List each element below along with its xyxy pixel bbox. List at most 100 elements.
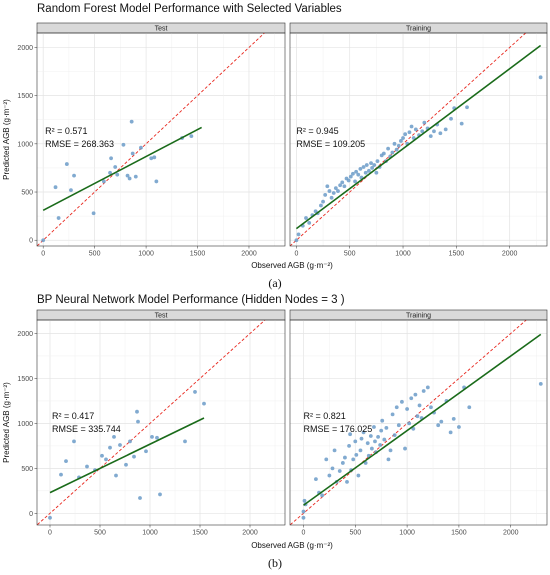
data-point xyxy=(346,178,351,183)
data-point xyxy=(382,437,387,442)
data-point xyxy=(538,75,543,80)
data-point xyxy=(329,195,334,200)
rmse-annotation: RMSE = 176.025 xyxy=(303,424,372,434)
data-point xyxy=(138,496,142,500)
data-point xyxy=(363,170,368,175)
data-point xyxy=(304,216,308,220)
r2-annotation: R² = 0.571 xyxy=(45,126,87,136)
data-point xyxy=(189,134,194,139)
data-point xyxy=(403,132,408,137)
data-point xyxy=(343,455,347,460)
data-point xyxy=(314,477,318,482)
x-tick-label: 1500 xyxy=(449,251,465,258)
data-point xyxy=(112,434,116,439)
data-point xyxy=(359,436,364,441)
data-point xyxy=(365,441,370,446)
grid xyxy=(290,320,547,525)
r2-annotation: R² = 0.945 xyxy=(296,126,338,136)
x-tick-label: 1000 xyxy=(138,251,154,258)
data-point xyxy=(109,156,113,161)
data-point xyxy=(296,232,301,237)
data-point xyxy=(150,434,154,439)
data-point xyxy=(154,179,159,184)
data-point xyxy=(378,443,383,447)
x-tick-label: 0 xyxy=(41,251,45,258)
grid xyxy=(37,33,285,246)
figure-caption: (b) xyxy=(268,556,282,570)
data-point xyxy=(364,163,369,167)
data-point xyxy=(409,396,414,401)
panel-border xyxy=(36,319,286,526)
x-tick-label: 1500 xyxy=(192,530,208,537)
data-point xyxy=(139,145,143,150)
data-point xyxy=(465,105,469,110)
x-tick-label: 1000 xyxy=(142,530,158,537)
data-point xyxy=(407,130,412,135)
data-point xyxy=(370,166,375,170)
data-point xyxy=(358,448,363,453)
data-point xyxy=(69,188,73,192)
data-point xyxy=(417,403,422,408)
fit-line xyxy=(49,417,205,494)
identity-line xyxy=(290,33,527,246)
data-point xyxy=(121,142,126,147)
data-point xyxy=(336,189,340,193)
data-point xyxy=(413,392,418,397)
data-point xyxy=(400,399,404,404)
y-tick-label: 2000 xyxy=(17,45,33,52)
data-point xyxy=(368,434,373,438)
data-point xyxy=(327,189,332,193)
data-point xyxy=(302,498,307,503)
data-point xyxy=(381,151,386,156)
y-tick-label: 1500 xyxy=(17,93,33,100)
data-point xyxy=(325,184,330,189)
data-point xyxy=(392,141,397,146)
data-point xyxy=(351,457,356,462)
grid xyxy=(37,320,285,525)
data-point xyxy=(41,238,46,243)
data-point xyxy=(354,452,359,457)
data-point xyxy=(348,432,353,437)
rmse-annotation: RMSE = 268.363 xyxy=(45,139,114,149)
data-point xyxy=(367,168,371,173)
y-tick-label: 1500 xyxy=(17,376,33,383)
data-point xyxy=(394,405,399,410)
data-point xyxy=(301,515,306,520)
rmse-annotation: RMSE = 335.744 xyxy=(52,424,121,434)
data-point xyxy=(390,412,395,417)
data-point xyxy=(376,434,380,439)
data-point xyxy=(358,166,363,171)
data-point xyxy=(369,161,373,166)
data-point xyxy=(467,405,472,410)
data-point xyxy=(72,173,76,178)
data-point xyxy=(372,163,377,167)
data-point xyxy=(353,179,357,184)
points xyxy=(41,119,194,243)
data-point xyxy=(193,390,197,394)
panel-border xyxy=(289,319,548,526)
panel-border xyxy=(36,32,286,247)
data-point xyxy=(396,143,401,148)
data-point xyxy=(183,439,187,444)
data-point xyxy=(422,120,427,125)
x-tick-label: 1500 xyxy=(190,251,206,258)
data-point xyxy=(59,472,63,477)
data-point xyxy=(428,134,433,139)
x-axis-label: Observed AGB (g·m⁻²) xyxy=(251,541,333,550)
fit-line xyxy=(303,333,542,506)
x-tick-label: 500 xyxy=(89,251,101,258)
chart-title: BP Neural Network Model Performance (Hid… xyxy=(37,294,345,306)
data-point xyxy=(72,439,76,444)
data-point xyxy=(320,493,325,498)
data-point xyxy=(340,461,345,465)
data-point xyxy=(415,414,420,419)
data-point xyxy=(115,172,120,177)
data-point xyxy=(405,407,410,411)
data-point xyxy=(113,165,118,169)
data-point xyxy=(128,439,132,444)
y-tick-label: 1000 xyxy=(17,421,33,428)
data-point xyxy=(459,121,464,126)
data-point xyxy=(342,184,347,189)
panel-border xyxy=(289,32,548,247)
